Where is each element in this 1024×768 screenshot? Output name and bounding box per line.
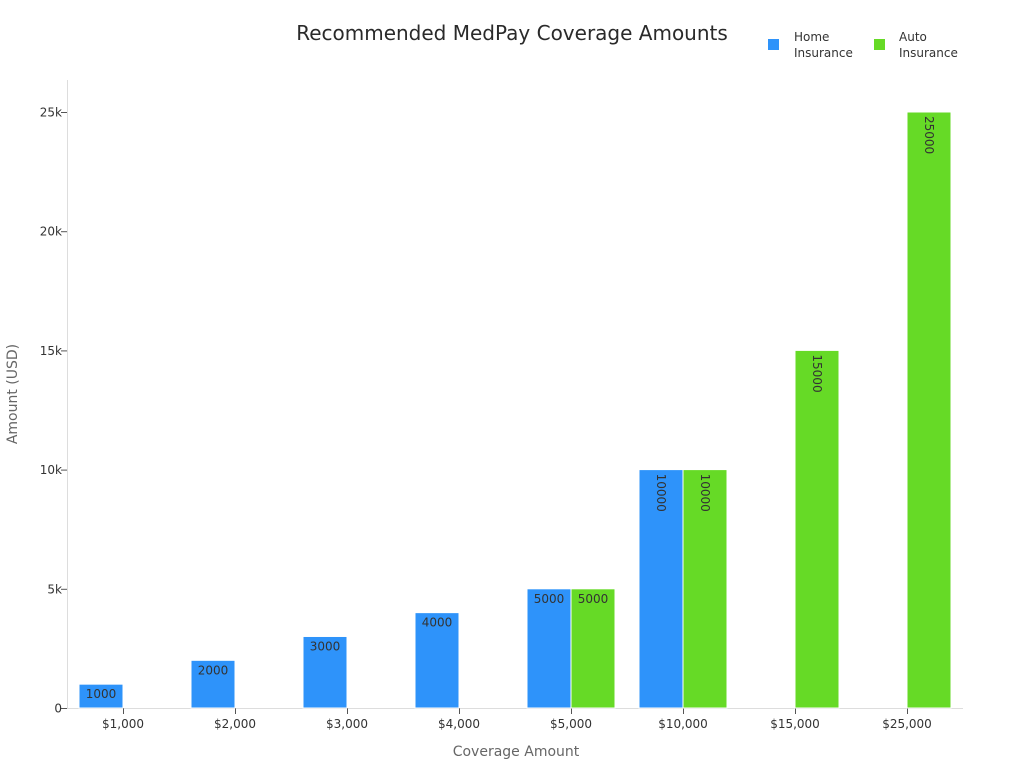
bar-label-auto: 15000 (810, 354, 824, 392)
legend-label-home-line1: Home (794, 30, 829, 44)
y-tick-label: 0 (54, 702, 62, 716)
bars (78, 111, 952, 709)
bar-label-home: 1000 (86, 687, 117, 701)
x-tick-label: $25,000 (882, 717, 932, 731)
bar-labels: 1000 2000 3000 4000 5000 10000 5000 10000 15000 2… (86, 116, 936, 701)
svg-text:Home Insurance: Home Insurance (794, 30, 853, 60)
bar-label-home: 3000 (310, 639, 341, 653)
x-axis-ticks: $1,000 $2,000 $3,000 $4,000 $5,000 $10,000 $15… (102, 708, 932, 731)
x-tick-label: $15,000 (770, 717, 820, 731)
bar-home[interactable] (638, 469, 684, 709)
y-tick-label: 25k (40, 106, 62, 120)
bar-auto[interactable] (570, 588, 616, 709)
bar-home[interactable] (302, 635, 348, 709)
legend-item-auto[interactable]: Auto Insurance (874, 30, 958, 60)
svg-text:Auto Insurance: Auto Insurance (899, 30, 958, 60)
bar-label-home: 5000 (534, 592, 565, 606)
chart-title: Recommended MedPay Coverage Amounts (296, 21, 728, 45)
x-tick-label: $5,000 (550, 717, 592, 731)
bar-home[interactable] (526, 588, 572, 709)
x-axis-title: Coverage Amount (453, 744, 580, 760)
bar-label-home: 4000 (422, 616, 453, 630)
y-tick-label: 15k (40, 344, 62, 358)
legend-label-auto-line1: Auto (899, 30, 927, 44)
y-tick-label: 20k (40, 225, 62, 239)
bar-label-auto: 25000 (922, 116, 936, 154)
bar-auto[interactable] (906, 111, 952, 709)
x-tick-label: $4,000 (438, 717, 480, 731)
x-tick-label: $2,000 (214, 717, 256, 731)
legend-label-auto-line2: Insurance (899, 46, 958, 60)
legend-swatch-home (768, 39, 779, 50)
y-axis-title: Amount (USD) (5, 344, 21, 444)
x-tick-label: $1,000 (102, 717, 144, 731)
x-tick-label: $3,000 (326, 717, 368, 731)
bar-label-auto: 10000 (698, 474, 712, 512)
x-tick-label: $10,000 (658, 717, 708, 731)
bar-home[interactable] (414, 612, 460, 709)
bar-home[interactable] (78, 683, 124, 709)
y-tick-label: 10k (40, 463, 62, 477)
bar-label-home: 10000 (654, 474, 668, 512)
bar-auto[interactable] (794, 349, 840, 709)
bar-label-home: 2000 (198, 663, 229, 677)
legend: Home Insurance Auto Insurance (768, 30, 958, 60)
legend-label-home-line2: Insurance (794, 46, 853, 60)
y-tick-label: 5k (47, 582, 62, 596)
bar-label-auto: 5000 (578, 592, 609, 606)
legend-item-home[interactable]: Home Insurance (768, 30, 853, 60)
bar-home[interactable] (190, 659, 236, 709)
legend-swatch-auto (874, 39, 885, 50)
y-axis-ticks: 0 5k 10k 15k 20k 25k (40, 106, 67, 716)
bar-auto[interactable] (682, 469, 728, 709)
